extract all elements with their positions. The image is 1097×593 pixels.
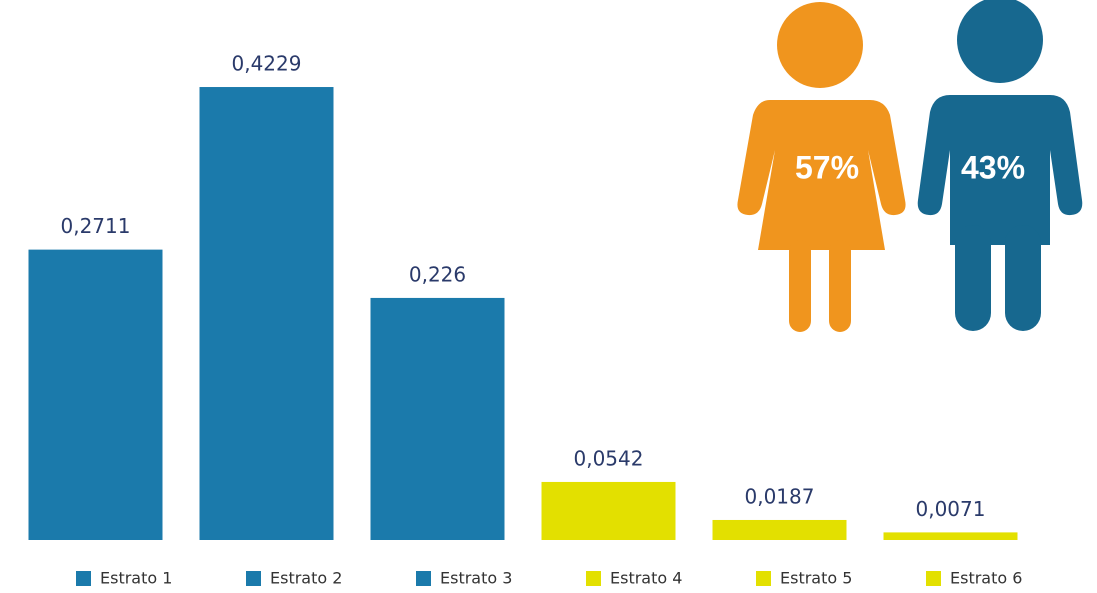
figure-body — [917, 95, 1083, 245]
figure-leg — [955, 225, 991, 331]
data-label: 0,226 — [409, 262, 466, 286]
legend-swatch — [416, 571, 431, 586]
legend-label: Estrato 5 — [780, 569, 852, 588]
figure-head — [957, 0, 1043, 83]
legend-label: Estrato 6 — [950, 569, 1022, 588]
person-figure — [917, 0, 1083, 331]
legend-swatch — [756, 571, 771, 586]
legend-label: Estrato 1 — [100, 569, 172, 588]
figure-leg — [1005, 225, 1041, 331]
bar — [199, 87, 334, 541]
bar — [712, 519, 847, 540]
figure-leg — [789, 240, 811, 332]
data-label: 0,0071 — [916, 497, 986, 521]
legend-label: Estrato 2 — [270, 569, 342, 588]
person-figure — [737, 2, 906, 332]
legend-swatch — [76, 571, 91, 586]
data-label: 0,0542 — [574, 446, 644, 470]
figure-percent: 43% — [961, 149, 1025, 185]
figure-head — [777, 2, 863, 88]
legend-label: Estrato 4 — [610, 569, 682, 588]
legend-swatch — [246, 571, 261, 586]
figure-percent: 57% — [795, 149, 859, 185]
bar — [28, 249, 163, 541]
bar — [883, 532, 1018, 540]
legend-swatch — [926, 571, 941, 586]
data-label: 0,4229 — [232, 52, 302, 76]
data-label: 0,2711 — [61, 214, 131, 238]
bar — [370, 297, 505, 540]
figure-body — [737, 100, 906, 250]
figure-leg — [829, 240, 851, 332]
data-label: 0,0187 — [745, 484, 815, 508]
bar — [541, 481, 676, 540]
legend-swatch — [586, 571, 601, 586]
legend-label: Estrato 3 — [440, 569, 512, 588]
